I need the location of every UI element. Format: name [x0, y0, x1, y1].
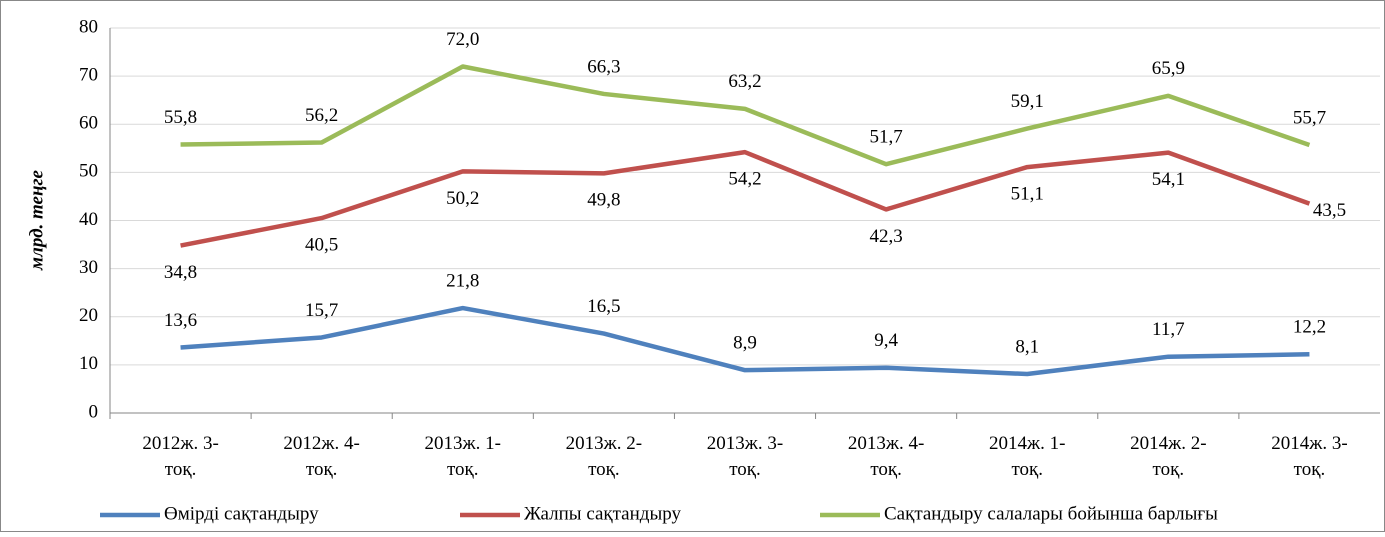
x-tick-label-line: тоқ. — [1011, 459, 1043, 480]
x-tick-label-line: 2013ж. 2- — [566, 433, 642, 454]
data-label: 51,7 — [869, 127, 902, 148]
data-label: 56,2 — [305, 105, 338, 126]
y-tick-label: 30 — [79, 257, 98, 278]
x-tick-label: 2012ж. 3- тоқ. — [142, 433, 218, 480]
x-tick-label-line: тоқ. — [1153, 459, 1185, 480]
x-tick-label-line: 2012ж. 3- — [142, 433, 218, 454]
x-tick-label-line: тоқ. — [1294, 459, 1326, 480]
x-tick-label-line: тоқ. — [729, 459, 761, 480]
data-label: 54,2 — [728, 169, 761, 190]
x-tick-label-line: 2012ж. 4- — [283, 433, 359, 454]
x-tick-label-line: тоқ. — [447, 459, 479, 480]
data-label: 59,1 — [1011, 91, 1044, 112]
data-label: 8,1 — [1015, 336, 1039, 357]
y-axis-label: млрд. теңге — [26, 169, 47, 270]
x-tick-label-line: 2014ж. 2- — [1130, 433, 1206, 454]
x-tick-label: 2014ж. 1- тоқ. — [989, 433, 1065, 480]
data-label: 43,5 — [1313, 200, 1346, 221]
data-label: 49,8 — [587, 190, 620, 211]
y-tick-label: 10 — [79, 353, 98, 374]
x-tick-label-line: 2014ж. 3- — [1271, 433, 1347, 454]
line-series — [180, 149, 1311, 248]
x-tick-label-line: тоқ. — [165, 459, 197, 480]
data-label: 54,1 — [1152, 169, 1185, 190]
x-tick-label-line: тоқ. — [306, 459, 338, 480]
data-label: 21,8 — [446, 270, 479, 291]
data-label: 50,2 — [446, 188, 479, 209]
x-tick-label: 2013ж. 2- тоқ. — [566, 433, 642, 480]
data-label: 8,9 — [733, 333, 757, 354]
data-label: 55,7 — [1293, 107, 1326, 128]
legend-label: Жалпы сақтандыру — [524, 503, 681, 524]
y-tick-label: 20 — [79, 305, 98, 326]
line-series — [180, 305, 1310, 377]
x-tick-label: 2012ж. 4- тоқ. — [283, 433, 359, 480]
x-tick-label-line: 2013ж. 4- — [848, 433, 924, 454]
data-label: 34,8 — [164, 262, 197, 283]
y-tick-label: 80 — [79, 16, 98, 37]
y-tick-label: 60 — [79, 113, 98, 134]
x-tick-label: 2014ж. 2- тоқ. — [1130, 433, 1206, 480]
y-tick-label: 50 — [79, 161, 98, 182]
y-tick-label: 0 — [89, 401, 99, 422]
x-tick-label-line: 2013ж. 3- — [707, 433, 783, 454]
y-tick-label: 70 — [79, 64, 98, 85]
data-label: 66,3 — [587, 56, 620, 77]
x-tick-label-line: тоқ. — [870, 459, 902, 480]
x-tick-label-line: 2013ж. 1- — [425, 433, 501, 454]
legend-label: Сақтандыру салалары бойынша барлығы — [884, 503, 1218, 524]
data-label: 12,2 — [1293, 317, 1326, 338]
data-label: 55,8 — [164, 107, 197, 128]
data-label: 72,0 — [446, 29, 479, 50]
data-label: 65,9 — [1152, 58, 1185, 79]
line-series — [180, 64, 1311, 167]
data-label: 42,3 — [869, 226, 902, 247]
data-label: 13,6 — [164, 310, 197, 331]
x-tick-label: 2013ж. 1- тоқ. — [425, 433, 501, 480]
data-label: 16,5 — [587, 296, 620, 317]
data-label: 9,4 — [874, 330, 898, 351]
data-label: 40,5 — [305, 234, 338, 255]
y-tick-label: 40 — [79, 209, 98, 230]
x-tick-label-line: тоқ. — [588, 459, 620, 480]
data-label: 63,2 — [728, 71, 761, 92]
x-tick-label-line: 2014ж. 1- — [989, 433, 1065, 454]
data-label: 15,7 — [305, 300, 338, 321]
data-label: 11,7 — [1152, 319, 1185, 340]
x-tick-label: 2013ж. 4- тоқ. — [848, 433, 924, 480]
x-tick-label: 2013ж. 3- тоқ. — [707, 433, 783, 480]
legend-label: Өмірді сақтандыру — [164, 503, 319, 524]
data-label: 51,1 — [1011, 183, 1044, 204]
x-tick-label: 2014ж. 3- тоқ. — [1271, 433, 1347, 480]
